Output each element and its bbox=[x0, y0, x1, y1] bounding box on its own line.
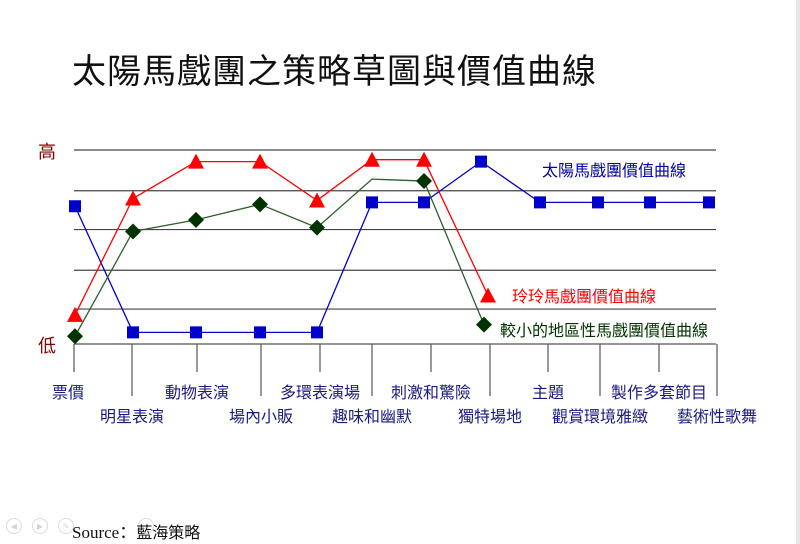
category-label: 動物表演 bbox=[165, 383, 229, 402]
category-label: 明星表演 bbox=[100, 407, 164, 426]
window-edge bbox=[796, 0, 800, 544]
more-icon[interactable]: … bbox=[138, 518, 154, 534]
category-label: 趣味和幽默 bbox=[332, 407, 412, 426]
slide-nav: ◀ ▶ ✎ … bbox=[6, 518, 154, 534]
diamond-marker bbox=[125, 223, 141, 240]
diamond-marker bbox=[252, 196, 268, 213]
legend-regional-circus: 較小的地區性馬戲團價值曲線 bbox=[500, 321, 708, 340]
source-value: 藍海策略 bbox=[136, 523, 201, 542]
category-label: 多環表演場 bbox=[280, 383, 360, 402]
series-line bbox=[74, 178, 485, 337]
series-1 bbox=[67, 151, 496, 322]
category-label: 獨特場地 bbox=[458, 407, 522, 426]
series-line bbox=[74, 159, 489, 316]
triangle-marker bbox=[125, 190, 141, 206]
square-marker bbox=[127, 326, 139, 339]
legend-ringling: 玲玲馬戲團價值曲線 bbox=[512, 287, 656, 306]
category-label: 刺激和驚險 bbox=[391, 383, 471, 402]
category-label: 觀賞環境雅緻 bbox=[552, 407, 648, 426]
square-marker bbox=[366, 196, 378, 209]
source-note: Source：藍海策略 bbox=[72, 518, 200, 543]
series-line bbox=[74, 160, 709, 334]
triangle-marker bbox=[252, 153, 268, 169]
legend-cirque-du-soleil: 太陽馬戲團價值曲線 bbox=[542, 161, 686, 180]
square-marker bbox=[703, 196, 715, 209]
square-marker bbox=[190, 326, 202, 339]
series-2 bbox=[67, 173, 492, 345]
triangle-marker bbox=[309, 192, 325, 208]
category-label: 場內小販 bbox=[229, 407, 293, 426]
category-label: 藝術性歌舞 bbox=[677, 407, 757, 426]
series-0 bbox=[69, 155, 715, 339]
triangle-marker bbox=[416, 151, 432, 167]
y-label-low: 低 bbox=[38, 336, 56, 357]
pen-icon[interactable]: ✎ bbox=[58, 518, 74, 534]
diamond-marker bbox=[188, 211, 204, 228]
square-marker bbox=[534, 196, 546, 209]
diamond-marker bbox=[476, 316, 492, 333]
triangle-marker bbox=[188, 153, 204, 169]
triangle-marker bbox=[364, 151, 380, 167]
square-marker bbox=[254, 326, 266, 339]
square-marker bbox=[475, 155, 487, 168]
square-marker bbox=[644, 196, 656, 209]
diamond-marker bbox=[309, 219, 325, 236]
triangle-marker bbox=[67, 306, 83, 322]
square-marker bbox=[592, 196, 604, 209]
page-title: 太陽馬戲團之策略草圖與價值曲線 bbox=[72, 52, 597, 92]
category-label: 製作多套節目 bbox=[611, 383, 707, 402]
next-icon[interactable]: ▶ bbox=[32, 518, 48, 534]
square-marker bbox=[311, 326, 323, 339]
source-label: Source： bbox=[72, 523, 137, 542]
square-marker bbox=[418, 196, 430, 209]
category-label: 票價 bbox=[52, 383, 84, 402]
y-label-high: 高 bbox=[38, 142, 56, 163]
prev-icon[interactable]: ◀ bbox=[6, 518, 22, 534]
diamond-marker bbox=[67, 328, 83, 345]
diamond-marker bbox=[416, 173, 432, 190]
triangle-marker bbox=[480, 287, 496, 303]
square-marker bbox=[69, 200, 81, 213]
category-label: 主題 bbox=[532, 383, 564, 402]
